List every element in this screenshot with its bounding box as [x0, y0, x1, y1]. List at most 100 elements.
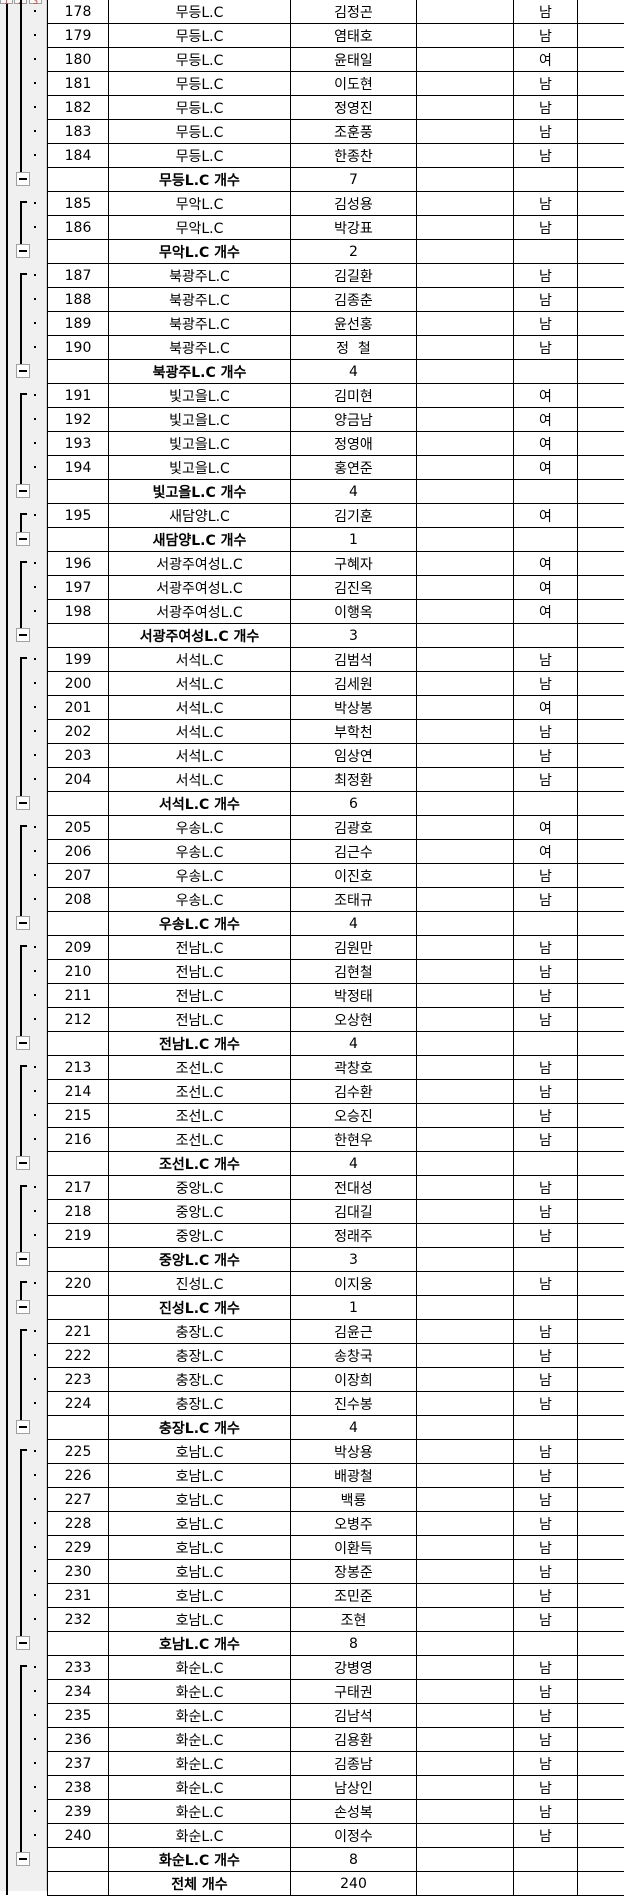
subtotal-count-cell[interactable]: 3: [291, 1248, 417, 1272]
empty-cell[interactable]: [578, 48, 624, 72]
gender-cell[interactable]: 남: [514, 264, 578, 288]
empty-cell[interactable]: [48, 792, 109, 816]
club-name-cell[interactable]: 전남L.C: [109, 936, 291, 960]
empty-cell[interactable]: [417, 1320, 514, 1344]
member-number-cell[interactable]: 229: [48, 1536, 109, 1560]
empty-cell[interactable]: [578, 1704, 624, 1728]
empty-cell[interactable]: [417, 984, 514, 1008]
empty-cell[interactable]: [417, 1008, 514, 1032]
gender-cell[interactable]: 남: [514, 216, 578, 240]
empty-cell[interactable]: [417, 696, 514, 720]
empty-cell[interactable]: [578, 1200, 624, 1224]
subtotal-count-cell[interactable]: 3: [291, 624, 417, 648]
member-number-cell[interactable]: 235: [48, 1704, 109, 1728]
empty-cell[interactable]: [578, 1632, 624, 1656]
member-number-cell[interactable]: 194: [48, 456, 109, 480]
gender-cell[interactable]: 여: [514, 696, 578, 720]
gender-cell[interactable]: 남: [514, 1104, 578, 1128]
club-name-cell[interactable]: 서석L.C: [109, 768, 291, 792]
gender-cell[interactable]: 남: [514, 888, 578, 912]
member-number-cell[interactable]: 226: [48, 1464, 109, 1488]
member-number-cell[interactable]: 217: [48, 1176, 109, 1200]
empty-cell[interactable]: [578, 696, 624, 720]
member-name-cell[interactable]: 정영애: [291, 432, 417, 456]
empty-cell[interactable]: [417, 1800, 514, 1824]
club-name-cell[interactable]: 서석L.C: [109, 648, 291, 672]
empty-cell[interactable]: [578, 576, 624, 600]
club-name-cell[interactable]: 중앙L.C: [109, 1224, 291, 1248]
subtotal-count-cell[interactable]: 4: [291, 480, 417, 504]
club-name-cell[interactable]: 화순L.C: [109, 1704, 291, 1728]
empty-cell[interactable]: [417, 504, 514, 528]
empty-cell[interactable]: [417, 1704, 514, 1728]
member-name-cell[interactable]: 진수봉: [291, 1392, 417, 1416]
club-name-cell[interactable]: 충장L.C: [109, 1344, 291, 1368]
member-number-cell[interactable]: 213: [48, 1056, 109, 1080]
gender-cell[interactable]: 남: [514, 192, 578, 216]
member-name-cell[interactable]: 배광철: [291, 1464, 417, 1488]
member-name-cell[interactable]: 김진옥: [291, 576, 417, 600]
gender-cell[interactable]: 여: [514, 384, 578, 408]
club-name-cell[interactable]: 호남L.C: [109, 1560, 291, 1584]
member-number-cell[interactable]: 185: [48, 192, 109, 216]
empty-cell[interactable]: [417, 72, 514, 96]
member-name-cell[interactable]: 윤선홍: [291, 312, 417, 336]
empty-cell[interactable]: [578, 1728, 624, 1752]
empty-cell[interactable]: [578, 1560, 624, 1584]
member-name-cell[interactable]: 조훈풍: [291, 120, 417, 144]
gender-cell[interactable]: 여: [514, 408, 578, 432]
member-number-cell[interactable]: 237: [48, 1752, 109, 1776]
club-name-cell[interactable]: 서석L.C: [109, 744, 291, 768]
empty-cell[interactable]: [417, 960, 514, 984]
subtotal-label-cell[interactable]: 빛고을L.C 개수: [109, 480, 291, 504]
collapse-group-minus-icon[interactable]: [16, 1852, 30, 1866]
club-name-cell[interactable]: 충장L.C: [109, 1368, 291, 1392]
gender-cell[interactable]: 남: [514, 744, 578, 768]
empty-cell[interactable]: [48, 1032, 109, 1056]
collapse-group-minus-icon[interactable]: [16, 364, 30, 378]
gender-cell[interactable]: 남: [514, 1080, 578, 1104]
member-name-cell[interactable]: 송창국: [291, 1344, 417, 1368]
member-name-cell[interactable]: 조민준: [291, 1584, 417, 1608]
member-name-cell[interactable]: 부학천: [291, 720, 417, 744]
empty-cell[interactable]: [578, 1656, 624, 1680]
grand-total-label-cell[interactable]: 전체 개수: [109, 1872, 291, 1896]
empty-cell[interactable]: [578, 1008, 624, 1032]
member-name-cell[interactable]: 남상인: [291, 1776, 417, 1800]
member-name-cell[interactable]: 김종춘: [291, 288, 417, 312]
member-name-cell[interactable]: 김남석: [291, 1704, 417, 1728]
member-name-cell[interactable]: 김수환: [291, 1080, 417, 1104]
subtotal-count-cell[interactable]: 4: [291, 912, 417, 936]
subtotal-count-cell[interactable]: 4: [291, 1152, 417, 1176]
collapse-group-minus-icon[interactable]: [16, 796, 30, 810]
empty-cell[interactable]: [417, 552, 514, 576]
club-name-cell[interactable]: 무등L.C: [109, 0, 291, 24]
club-name-cell[interactable]: 무등L.C: [109, 72, 291, 96]
gender-cell[interactable]: 남: [514, 336, 578, 360]
member-number-cell[interactable]: 198: [48, 600, 109, 624]
empty-cell[interactable]: [48, 912, 109, 936]
member-number-cell[interactable]: 209: [48, 936, 109, 960]
empty-cell[interactable]: [578, 1224, 624, 1248]
empty-cell[interactable]: [578, 1272, 624, 1296]
club-name-cell[interactable]: 무등L.C: [109, 120, 291, 144]
empty-cell[interactable]: [417, 408, 514, 432]
subtotal-count-cell[interactable]: 1: [291, 1296, 417, 1320]
gender-cell[interactable]: 남: [514, 1680, 578, 1704]
gender-cell[interactable]: 남: [514, 1728, 578, 1752]
empty-cell[interactable]: [417, 1872, 514, 1896]
empty-cell[interactable]: [514, 1416, 578, 1440]
empty-cell[interactable]: [578, 864, 624, 888]
member-name-cell[interactable]: 조태규: [291, 888, 417, 912]
empty-cell[interactable]: [578, 936, 624, 960]
empty-cell[interactable]: [578, 144, 624, 168]
collapse-group-minus-icon[interactable]: [16, 244, 30, 258]
empty-cell[interactable]: [417, 1128, 514, 1152]
empty-cell[interactable]: [578, 336, 624, 360]
member-name-cell[interactable]: 오승진: [291, 1104, 417, 1128]
empty-cell[interactable]: [578, 1848, 624, 1872]
empty-cell[interactable]: [417, 1464, 514, 1488]
member-number-cell[interactable]: 186: [48, 216, 109, 240]
empty-cell[interactable]: [578, 1368, 624, 1392]
empty-cell[interactable]: [578, 24, 624, 48]
